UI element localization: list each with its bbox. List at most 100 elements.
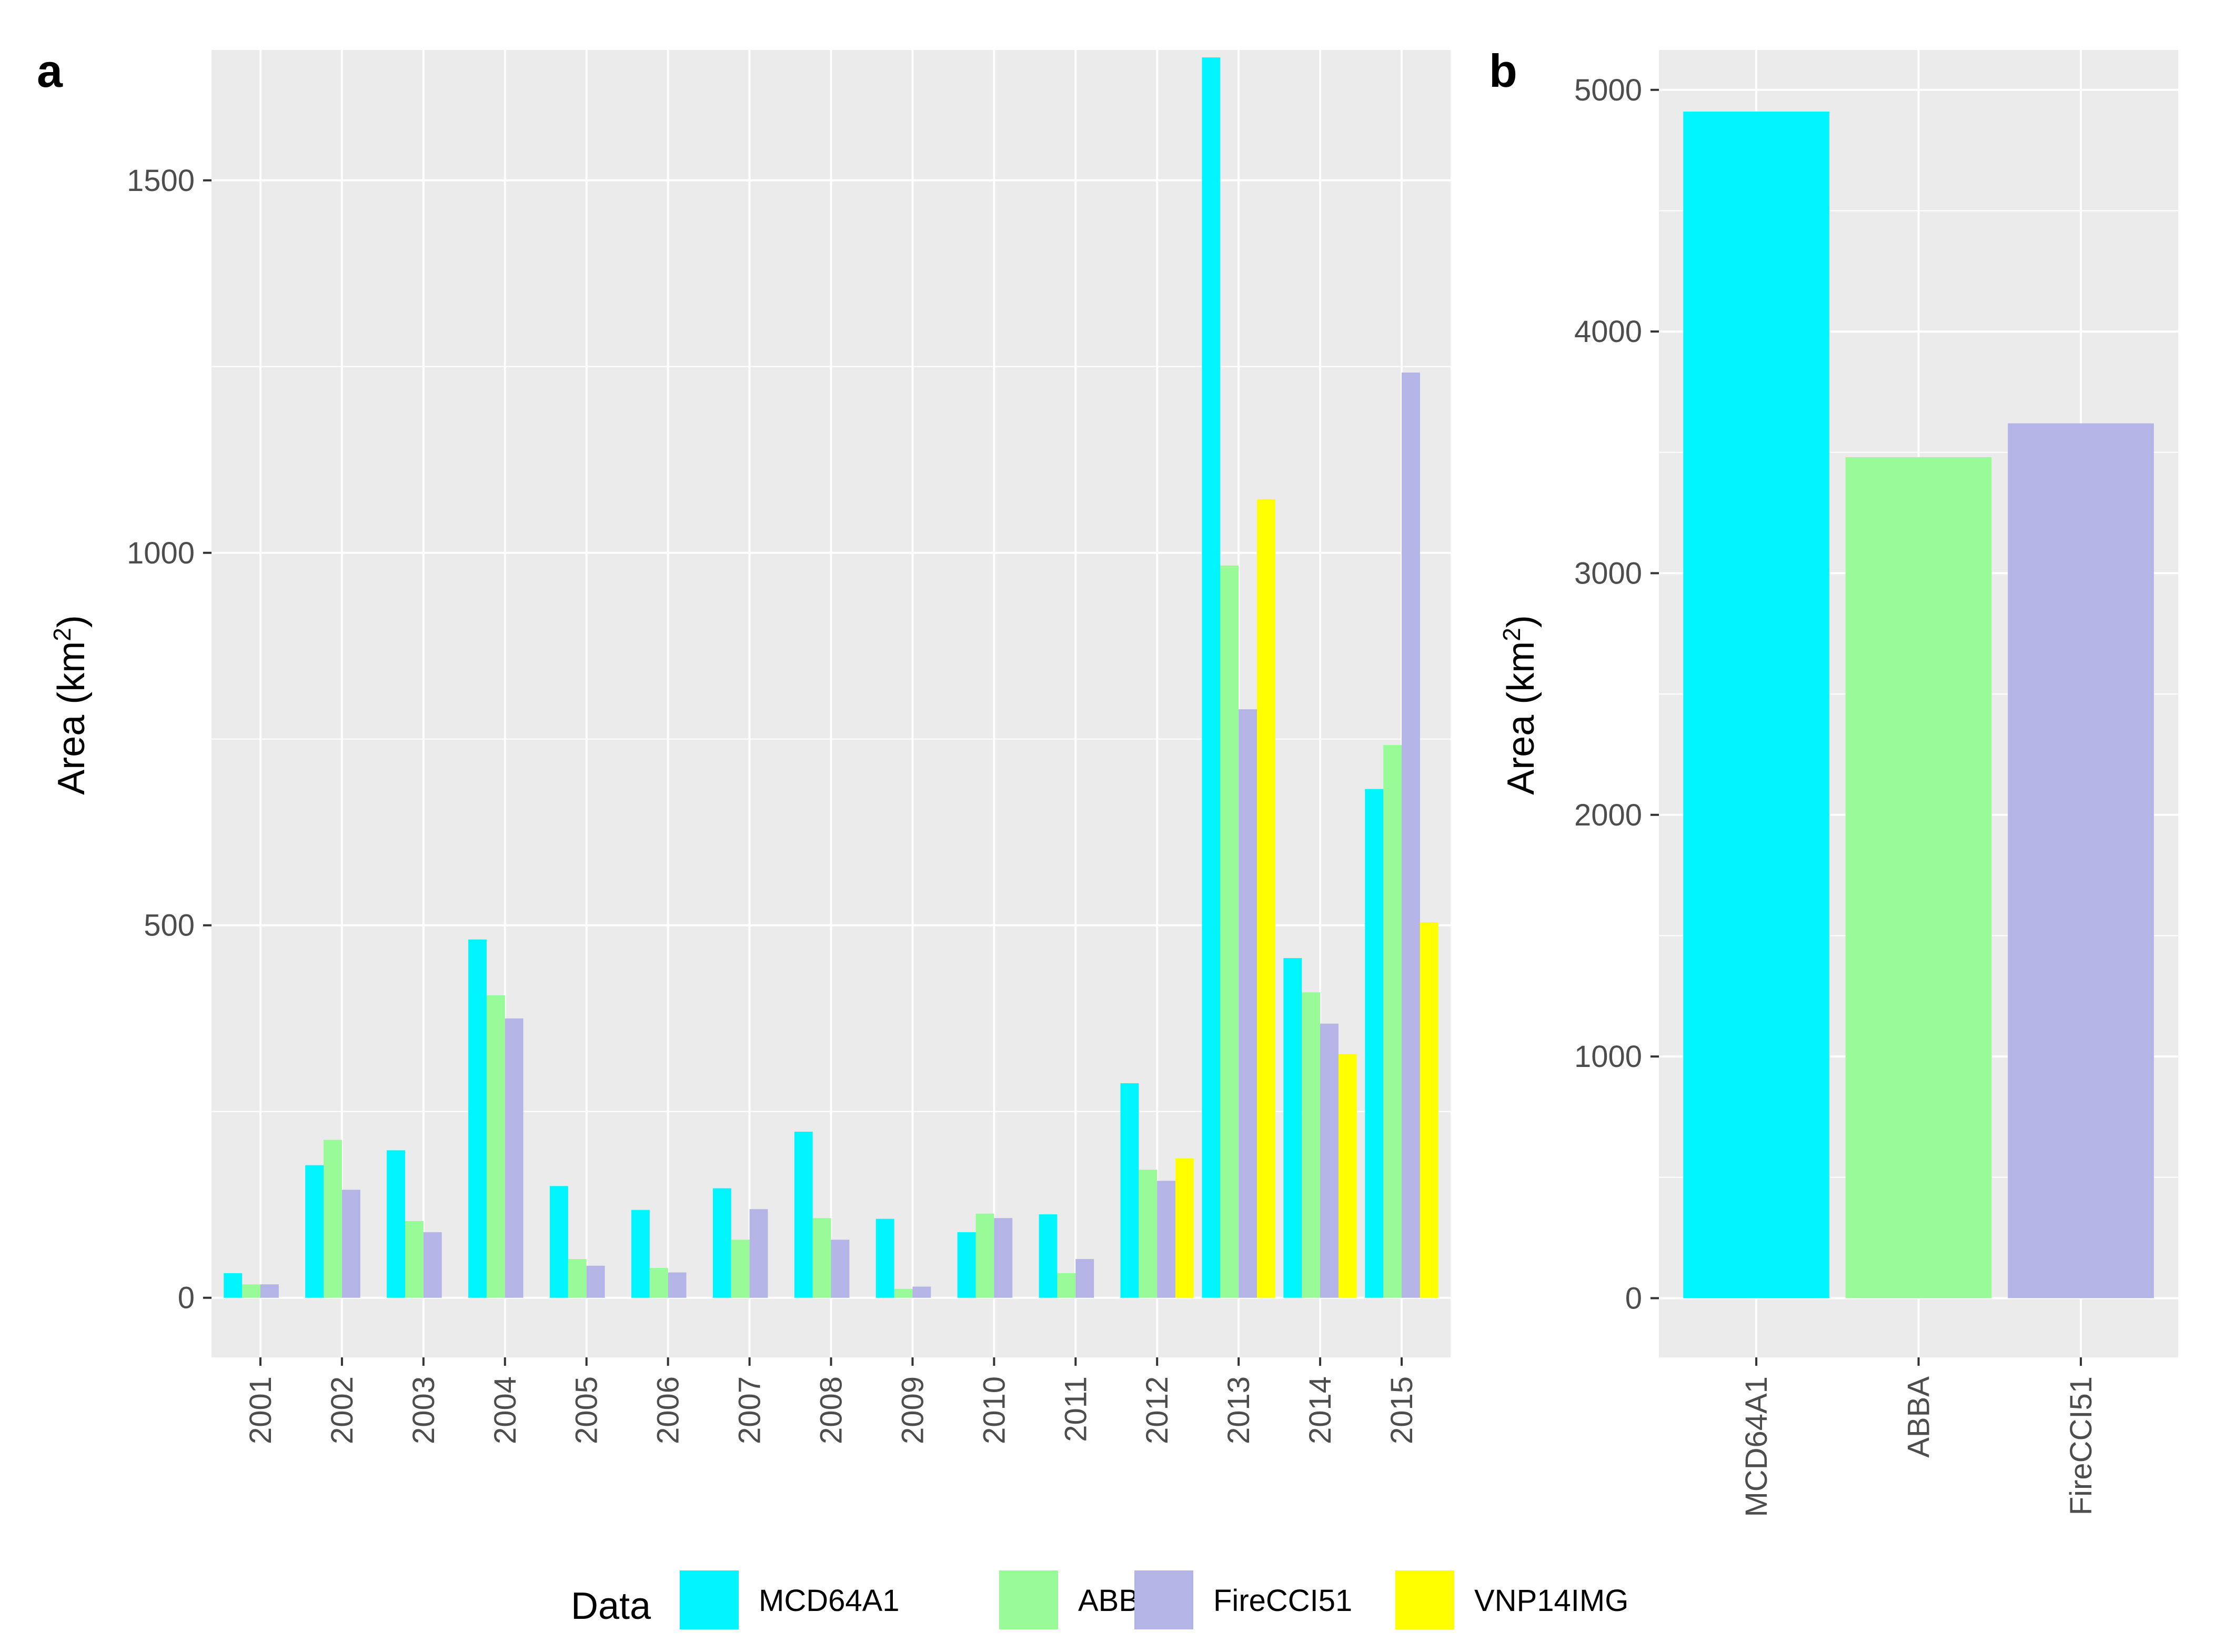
bar-mcd64a1-2007 xyxy=(712,1188,731,1298)
bar-vnp14img-2014 xyxy=(1338,1054,1357,1298)
bar-abba-2010 xyxy=(975,1213,994,1298)
x-tick-label: 2010 xyxy=(977,1376,1011,1444)
x-tick-label: 2003 xyxy=(407,1376,441,1444)
x-tick-label: 2015 xyxy=(1385,1376,1419,1444)
bar-firecci51-2010 xyxy=(994,1218,1013,1298)
x-tick-label: 2002 xyxy=(325,1376,359,1444)
y-tick-label: 1500 xyxy=(127,164,195,198)
x-tick-label: 2012 xyxy=(1140,1376,1174,1444)
bar-abba-2002 xyxy=(324,1140,342,1298)
panel-b: b 0 1000 2000 3000 4000 5000 MCD64A1 ABBA FireC… xyxy=(1489,45,2178,1517)
bar-mcd64a1-2008 xyxy=(794,1131,813,1298)
bar-firecci51-2009 xyxy=(912,1286,931,1298)
y-tick-label: 5000 xyxy=(1574,73,1642,107)
y-tick-label: 1000 xyxy=(1574,1040,1642,1074)
bar-mcd64a1-2009 xyxy=(875,1218,894,1298)
bar-mcd64a1-2010 xyxy=(957,1232,976,1298)
y-tick-label: 4000 xyxy=(1574,315,1642,349)
x-tick-label: 2001 xyxy=(244,1376,278,1444)
legend-key-firecci51 xyxy=(1134,1570,1193,1629)
bar-firecci51-2008 xyxy=(831,1240,850,1298)
bar-firecci51-2004 xyxy=(505,1018,524,1298)
y-tick-label: 0 xyxy=(1625,1281,1642,1315)
bar-mcd64a1-2013 xyxy=(1202,57,1221,1298)
bar-mcd64a1-2005 xyxy=(549,1186,568,1298)
bar-firecci51-2005 xyxy=(586,1265,605,1298)
panel-a-x-ticks: 2001 2002 2003 2004 2005 2006 2007 2008 2009 2010… xyxy=(244,1357,1419,1444)
legend-key-vnp14img xyxy=(1395,1570,1454,1629)
legend: Data MCD64A1 ABBA FireCCI51 VNP14IMG xyxy=(571,1570,1628,1629)
bar-abba-2015 xyxy=(1383,745,1402,1298)
bar-abba xyxy=(1845,457,1992,1298)
legend-key-abba xyxy=(999,1570,1058,1629)
y-tick-label: 0 xyxy=(178,1281,195,1315)
bar-firecci51-2007 xyxy=(749,1209,768,1298)
bar-mcd64a1 xyxy=(1683,112,1829,1298)
bar-vnp14img-2015 xyxy=(1420,922,1438,1298)
bar-mcd64a1-2006 xyxy=(631,1210,650,1298)
x-tick-label: 2006 xyxy=(651,1376,686,1444)
x-tick-label: 2009 xyxy=(895,1376,930,1444)
legend-items: MCD64A1 ABBA FireCCI51 VNP14IMG xyxy=(680,1570,1628,1629)
bar-mcd64a1-2003 xyxy=(387,1150,405,1298)
y-tick-label: 1000 xyxy=(127,536,195,570)
panel-b-x-ticks: MCD64A1 ABBA FireCCI51 xyxy=(1739,1357,2098,1517)
bar-mcd64a1-2004 xyxy=(468,939,487,1298)
bar-firecci51-2001 xyxy=(260,1284,279,1298)
panel-b-y-axis-title: Area (km2) xyxy=(1498,615,1542,795)
x-tick-label: 2004 xyxy=(488,1376,522,1444)
bar-abba-2014 xyxy=(1302,992,1321,1298)
panel-b-letter: b xyxy=(1489,45,1517,97)
bar-mcd64a1-2015 xyxy=(1365,789,1384,1298)
x-tick-label: 2013 xyxy=(1222,1376,1256,1444)
bar-firecci51-2002 xyxy=(341,1190,360,1298)
bar-abba-2007 xyxy=(731,1240,750,1298)
bar-abba-2009 xyxy=(894,1288,913,1298)
bar-abba-2013 xyxy=(1220,565,1239,1298)
bar-abba-2004 xyxy=(486,995,505,1298)
bar-vnp14img-2013 xyxy=(1257,499,1275,1298)
bar-firecci51-2013 xyxy=(1239,709,1257,1298)
legend-label-firecci51: FireCCI51 xyxy=(1213,1584,1352,1618)
bar-firecci51 xyxy=(2008,423,2154,1298)
x-tick-label: FireCCI51 xyxy=(2064,1376,2098,1515)
x-tick-label: 2011 xyxy=(1059,1376,1093,1442)
legend-key-mcd64a1 xyxy=(680,1570,739,1629)
bar-abba-2003 xyxy=(405,1221,424,1298)
panel-b-y-ticks: 0 1000 2000 3000 4000 5000 xyxy=(1574,73,1659,1315)
bar-firecci51-2012 xyxy=(1157,1181,1176,1298)
x-tick-label: 2007 xyxy=(733,1376,767,1444)
bar-mcd64a1-2012 xyxy=(1120,1083,1139,1298)
x-tick-label: 2014 xyxy=(1303,1376,1337,1444)
bar-abba-2012 xyxy=(1139,1170,1158,1298)
y-tick-label: 500 xyxy=(144,909,195,943)
legend-label-vnp14img: VNP14IMG xyxy=(1474,1584,1628,1618)
x-tick-label: ABBA xyxy=(1902,1376,1936,1458)
bar-firecci51-2014 xyxy=(1320,1023,1339,1298)
bar-firecci51-2011 xyxy=(1075,1259,1094,1298)
bar-firecci51-2015 xyxy=(1402,372,1420,1298)
bar-mcd64a1-2011 xyxy=(1039,1214,1058,1298)
y-tick-label: 3000 xyxy=(1574,556,1642,590)
panel-a-y-axis-title: Area (km2) xyxy=(48,615,93,795)
panel-a-letter: a xyxy=(37,45,63,97)
bar-abba-2008 xyxy=(812,1218,831,1298)
bar-mcd64a1-2001 xyxy=(224,1273,243,1298)
bar-mcd64a1-2014 xyxy=(1283,958,1302,1298)
bar-firecci51-2003 xyxy=(423,1232,442,1298)
panel-a-bars xyxy=(224,57,1438,1298)
x-tick-label: MCD64A1 xyxy=(1739,1376,1774,1517)
legend-title: Data xyxy=(571,1585,651,1627)
panel-b-bars xyxy=(1683,112,2154,1298)
legend-label-mcd64a1: MCD64A1 xyxy=(759,1584,900,1618)
bar-vnp14img-2012 xyxy=(1175,1158,1194,1298)
y-tick-label: 2000 xyxy=(1574,798,1642,832)
panel-a-y-ticks: 0 500 1000 1500 xyxy=(127,164,212,1315)
bar-mcd64a1-2002 xyxy=(305,1165,324,1298)
bar-abba-2006 xyxy=(649,1268,668,1298)
bar-abba-2011 xyxy=(1057,1273,1076,1298)
bar-abba-2001 xyxy=(242,1284,260,1298)
